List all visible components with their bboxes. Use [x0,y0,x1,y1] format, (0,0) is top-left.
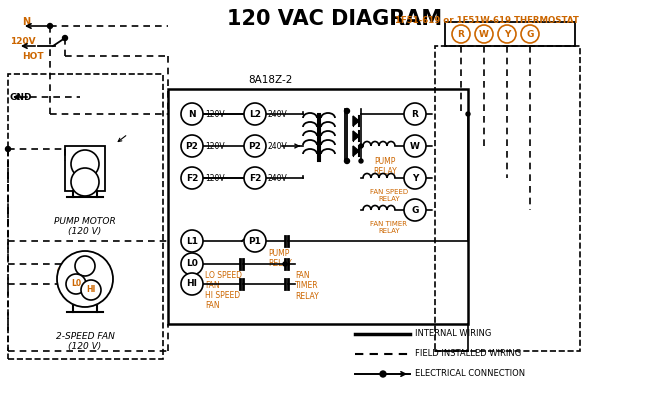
Circle shape [404,135,426,157]
Text: PUMP
RELAY: PUMP RELAY [268,249,291,269]
Text: FAN SPEED
RELAY: FAN SPEED RELAY [370,189,408,202]
Circle shape [404,167,426,189]
Text: F2: F2 [249,173,261,183]
Text: 120V: 120V [205,109,224,119]
Text: 240V: 240V [268,173,287,183]
Circle shape [181,103,203,125]
Circle shape [283,262,287,266]
Text: W: W [479,29,489,39]
Circle shape [48,23,52,28]
Text: Y: Y [412,173,418,183]
Text: G: G [527,29,534,39]
Text: 240V: 240V [268,142,287,150]
Text: W: W [410,142,420,150]
Text: PUMP
RELAY: PUMP RELAY [373,157,397,176]
Circle shape [244,167,266,189]
Text: L1: L1 [186,236,198,246]
Text: ELECTRICAL CONNECTION: ELECTRICAL CONNECTION [415,370,525,378]
Circle shape [75,256,95,276]
Circle shape [344,109,350,114]
Bar [168,89,468,324]
Circle shape [66,274,86,294]
Text: HOT: HOT [22,52,44,60]
Circle shape [380,371,386,377]
Circle shape [498,25,516,43]
Text: HI: HI [186,279,198,289]
Circle shape [71,168,99,196]
Text: 8A18Z-2: 8A18Z-2 [248,75,292,85]
Circle shape [466,112,470,116]
Circle shape [71,150,99,178]
Text: 120V: 120V [205,173,224,183]
Text: INTERNAL WIRING: INTERNAL WIRING [415,329,491,339]
Text: G: G [411,205,419,215]
Circle shape [359,144,363,148]
Circle shape [359,159,363,163]
Circle shape [244,103,266,125]
Bar [435,46,580,351]
Bar [65,146,105,191]
Text: PUMP MOTOR
(120 V): PUMP MOTOR (120 V) [54,217,116,236]
Text: R: R [458,29,464,39]
Text: LO SPEED
FAN: LO SPEED FAN [205,271,242,290]
Text: HI: HI [86,285,96,295]
Text: P2: P2 [186,142,198,150]
Text: HI SPEED
FAN: HI SPEED FAN [205,291,240,310]
Circle shape [181,273,203,295]
Text: P1: P1 [249,236,261,246]
Text: 240V: 240V [268,109,287,119]
Circle shape [521,25,539,43]
Text: P2: P2 [249,142,261,150]
Text: 120V: 120V [10,36,36,46]
Text: FAN
TIMER
RELAY: FAN TIMER RELAY [295,271,319,301]
Text: COM: COM [57,267,75,277]
Polygon shape [353,146,359,156]
Text: 120V: 120V [205,142,224,150]
Text: L0: L0 [186,259,198,269]
Circle shape [62,36,68,41]
Circle shape [181,135,203,157]
Text: 2-SPEED FAN
(120 V): 2-SPEED FAN (120 V) [56,332,115,352]
Circle shape [244,135,266,157]
Text: N: N [22,17,30,27]
Circle shape [452,25,470,43]
Text: FIELD INSTALLED WIRING: FIELD INSTALLED WIRING [415,349,521,359]
Text: L0: L0 [71,279,81,289]
Text: F2: F2 [186,173,198,183]
Text: Y: Y [504,29,510,39]
Text: GND: GND [10,93,33,101]
Text: FAN TIMER
RELAY: FAN TIMER RELAY [371,221,407,234]
Circle shape [181,253,203,275]
Circle shape [404,199,426,221]
Circle shape [475,25,493,43]
Bar [445,22,575,46]
Circle shape [404,103,426,125]
Text: N: N [188,109,196,119]
Circle shape [244,230,266,252]
Circle shape [57,251,113,307]
Circle shape [181,230,203,252]
Circle shape [81,280,101,300]
Circle shape [5,147,11,152]
Text: R: R [411,109,419,119]
Polygon shape [353,131,359,141]
Text: L2: L2 [249,109,261,119]
Polygon shape [353,116,359,126]
Circle shape [344,158,350,163]
Text: 1F51-619 or 1F51W-619 THERMOSTAT: 1F51-619 or 1F51W-619 THERMOSTAT [395,16,579,25]
Circle shape [181,167,203,189]
Text: 120 VAC DIAGRAM: 120 VAC DIAGRAM [227,9,443,29]
Bar [8,74,163,359]
